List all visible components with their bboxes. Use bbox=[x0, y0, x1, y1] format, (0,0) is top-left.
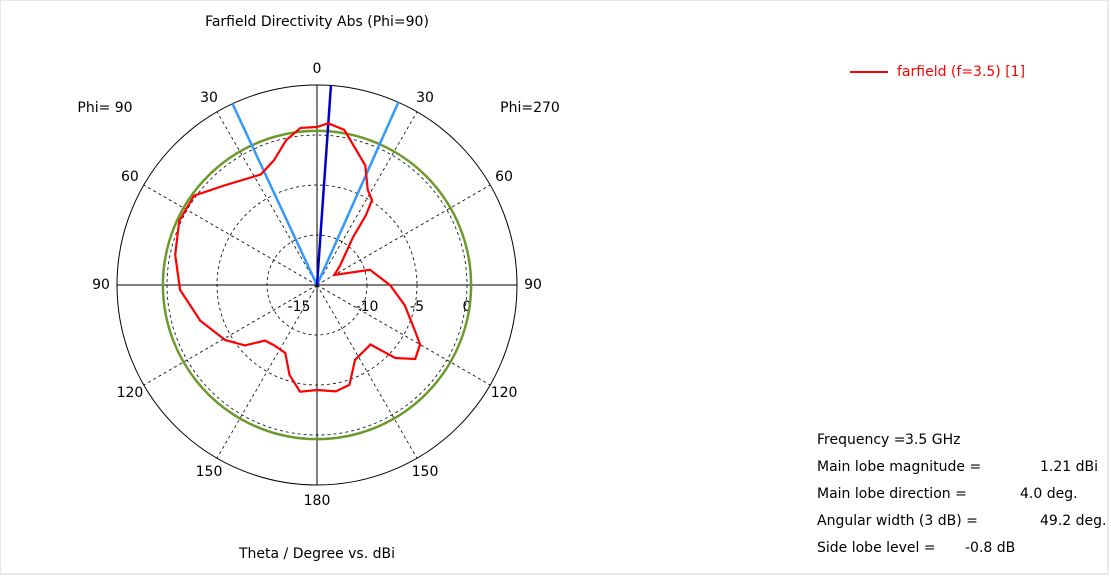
beamwidth-line bbox=[315, 101, 400, 286]
angle-tick-label: 60 bbox=[121, 169, 139, 185]
right-label: Phi=270 bbox=[500, 100, 560, 116]
data-line bbox=[174, 122, 422, 393]
main-lobe-line bbox=[315, 85, 333, 286]
info-value: 49.2 deg. bbox=[1040, 513, 1106, 529]
legend-label: farfield (f=3.5) [1] bbox=[897, 64, 1025, 80]
info-value: -0.8 dB bbox=[965, 540, 1015, 556]
info-label: Main lobe magnitude = bbox=[817, 459, 981, 475]
info-label: Main lobe direction = bbox=[817, 486, 967, 502]
angle-tick-label: 120 bbox=[117, 385, 144, 401]
info-label: Angular width (3 dB) = bbox=[817, 513, 978, 529]
left-label: Phi= 90 bbox=[77, 100, 132, 116]
angle-tick-label: 30 bbox=[200, 90, 218, 106]
angle-tick-label: 90 bbox=[524, 277, 542, 293]
angle-tick-label: 150 bbox=[196, 464, 223, 480]
info-value: 3.5 GHz bbox=[905, 432, 960, 448]
info-label: Side lobe level = bbox=[817, 540, 936, 556]
info-label: Frequency = bbox=[817, 432, 906, 448]
chart-title: Farfield Directivity Abs (Phi=90) bbox=[205, 14, 429, 30]
angle-tick-label: 90 bbox=[92, 277, 110, 293]
angle-tick-label: 120 bbox=[491, 385, 518, 401]
sidelobe-circle bbox=[161, 129, 473, 441]
x-axis-label: Theta / Degree vs. dBi bbox=[238, 546, 395, 562]
info-value: 4.0 deg. bbox=[1020, 486, 1078, 502]
beamwidth-line bbox=[231, 103, 319, 286]
info-value: 1.21 dBi bbox=[1040, 459, 1098, 475]
r-tick-label: -15 bbox=[288, 299, 311, 315]
r-tick-label: -5 bbox=[410, 299, 424, 315]
angle-tick-label: 150 bbox=[412, 464, 439, 480]
angle-tick-label: 180 bbox=[304, 493, 331, 509]
angle-tick-label: 60 bbox=[495, 169, 513, 185]
angle-tick-label: 0 bbox=[313, 61, 322, 77]
angle-tick-label: 30 bbox=[416, 90, 434, 106]
r-tick-label: 0 bbox=[463, 299, 472, 315]
r-tick-label: -10 bbox=[356, 299, 379, 315]
